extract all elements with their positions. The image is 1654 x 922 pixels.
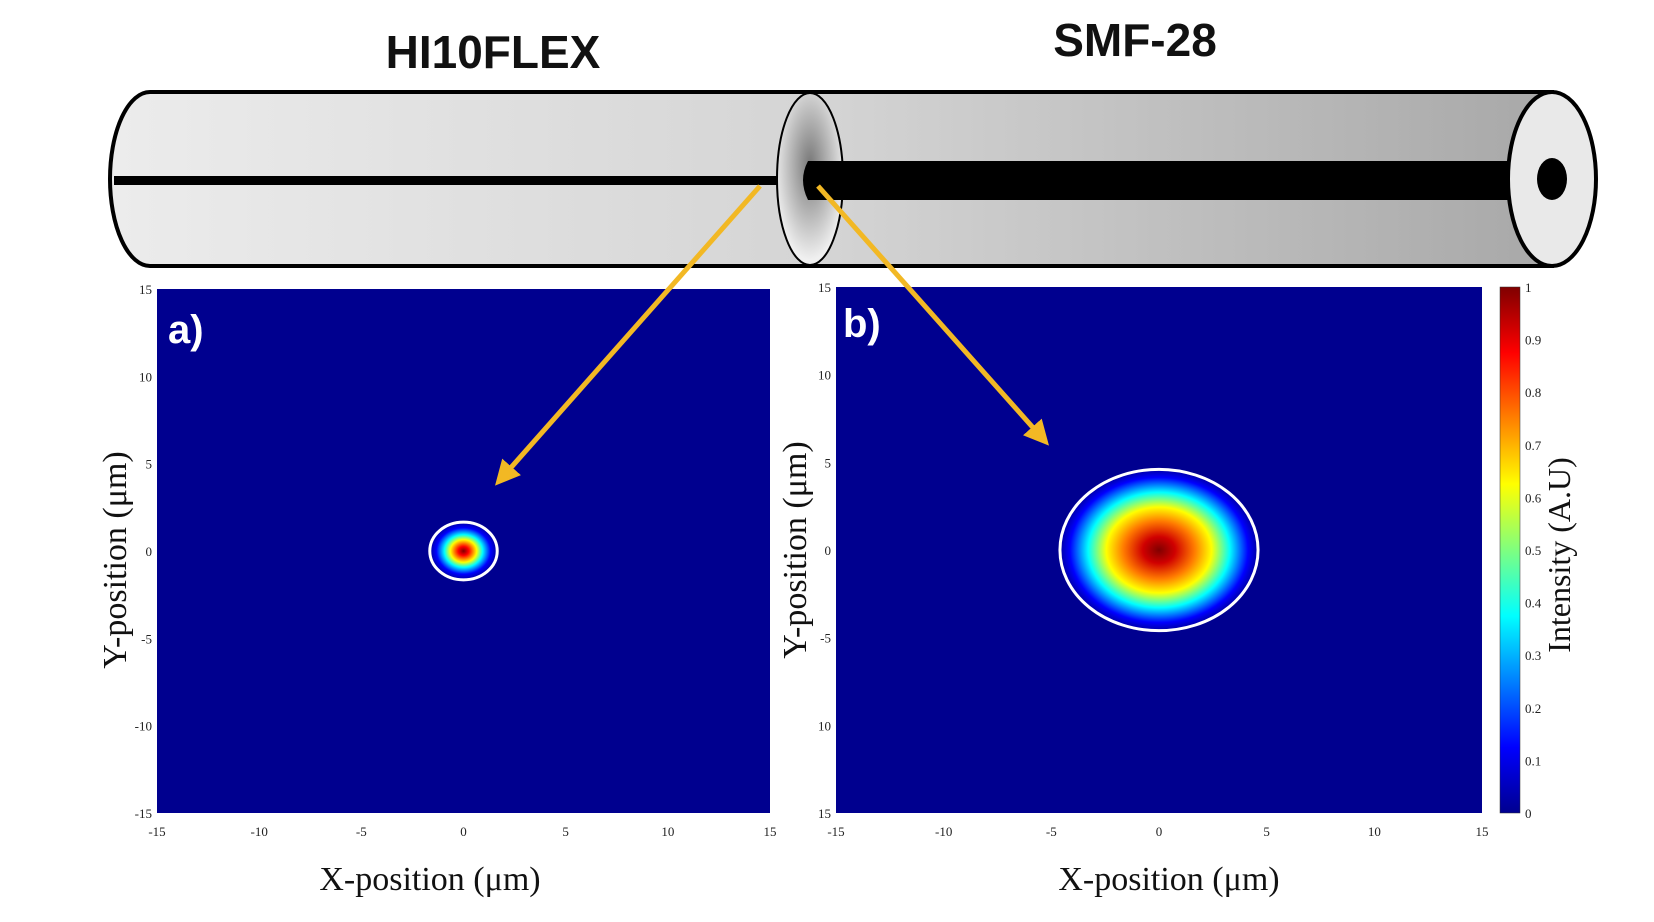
x-tick-label: -5 [1046, 824, 1057, 839]
heatmap-a-xlabel: X-position (μm) [319, 861, 540, 898]
panel-a-label: a) [168, 308, 204, 352]
x-tick-label: 15 [1476, 824, 1489, 839]
y-tick-label: -15 [135, 806, 152, 821]
arrow-to-panel-b [816, 184, 1049, 446]
fiber-left-title: HI10FLEX [386, 26, 601, 78]
colorbar-gradient [1499, 286, 1521, 814]
y-tick-label: 15 [139, 282, 152, 297]
x-tick-label: 0 [1156, 824, 1163, 839]
x-tick-label: -5 [356, 824, 367, 839]
heatmap-b-x-ticks: -15 -10 -5 0 5 10 15 [827, 824, 1488, 839]
fiber-end-core [1537, 158, 1567, 200]
colorbar-tick-label: 0.6 [1525, 490, 1542, 505]
heatmap-panel-a: a) -15 -10 -5 0 5 10 15 15 10 5 0 -5 -10 -15 X-posit… [97, 282, 777, 898]
colorbar-tick-label: 0.2 [1525, 701, 1541, 716]
x-tick-label: 15 [764, 824, 777, 839]
heatmap-b-y-ticks: 15 10 5 0 -5 10 15 [818, 280, 831, 821]
smf28-core [803, 161, 1530, 200]
x-tick-label: -15 [148, 824, 165, 839]
x-tick-label: 5 [1263, 824, 1270, 839]
y-tick-label: 10 [818, 718, 831, 733]
heatmap-b-xlabel: X-position (μm) [1058, 861, 1279, 898]
colorbar-tick-label: 0.8 [1525, 385, 1541, 400]
x-tick-label: -10 [250, 824, 267, 839]
x-tick-label: 10 [661, 824, 674, 839]
panel-b-label: b) [843, 302, 881, 346]
colorbar-tick-label: 0 [1525, 806, 1532, 821]
hi10flex-core [114, 176, 814, 185]
heatmap-a-boundary [428, 520, 499, 582]
y-tick-label: 0 [825, 543, 832, 558]
colorbar-tick-label: 0.9 [1525, 333, 1541, 348]
heatmap-a-mode [428, 521, 499, 581]
colorbar-tick-label: 0.5 [1525, 543, 1541, 558]
y-tick-label: -10 [135, 719, 152, 734]
y-tick-label: 15 [818, 280, 831, 295]
colorbar: 1 0.9 0.8 0.7 0.6 0.5 0.4 0.3 0.2 0.1 0 Intensity … [1499, 280, 1577, 821]
heatmap-b-mode [1057, 467, 1261, 633]
y-tick-label: 5 [825, 455, 832, 470]
x-tick-label: 10 [1368, 824, 1381, 839]
colorbar-tick-label: 0.1 [1525, 753, 1541, 768]
fiber-right-title: SMF-28 [1053, 14, 1217, 66]
x-tick-label: 5 [562, 824, 569, 839]
y-tick-label: 0 [146, 544, 153, 559]
heatmap-a-x-ticks: -15 -10 -5 0 5 10 15 [148, 824, 776, 839]
x-tick-label: -10 [935, 824, 952, 839]
heatmap-b-boundary [1058, 467, 1260, 633]
y-tick-label: 10 [818, 368, 831, 383]
y-tick-label: -5 [820, 631, 831, 646]
heatmap-a-y-ticks: 15 10 5 0 -5 -10 -15 [135, 282, 152, 821]
colorbar-ticks: 1 0.9 0.8 0.7 0.6 0.5 0.4 0.3 0.2 0.1 0 [1525, 280, 1542, 821]
y-tick-label: 10 [139, 369, 152, 384]
x-tick-label: 0 [460, 824, 467, 839]
y-tick-label: 15 [818, 806, 831, 821]
arrow-to-panel-a [495, 184, 762, 486]
x-tick-label: -15 [827, 824, 844, 839]
colorbar-tick-label: 0.7 [1525, 438, 1542, 453]
colorbar-tick-label: 0.3 [1525, 648, 1541, 663]
fiber-illustration: HI10FLEX SMF-28 [108, 14, 1598, 268]
colorbar-tick-label: 1 [1525, 280, 1532, 295]
heatmap-a-ylabel: Y-position (μm) [97, 451, 134, 669]
y-tick-label: -5 [141, 631, 152, 646]
y-tick-label: 5 [146, 457, 153, 472]
heatmap-b-ylabel: Y-position (μm) [777, 441, 814, 659]
colorbar-tick-label: 0.4 [1525, 596, 1542, 611]
heatmap-panel-b: b) -15 -10 -5 0 5 10 15 15 10 5 0 -5 10 15 X-positio… [777, 280, 1489, 898]
colorbar-label: Intensity (A.U) [1541, 457, 1577, 653]
